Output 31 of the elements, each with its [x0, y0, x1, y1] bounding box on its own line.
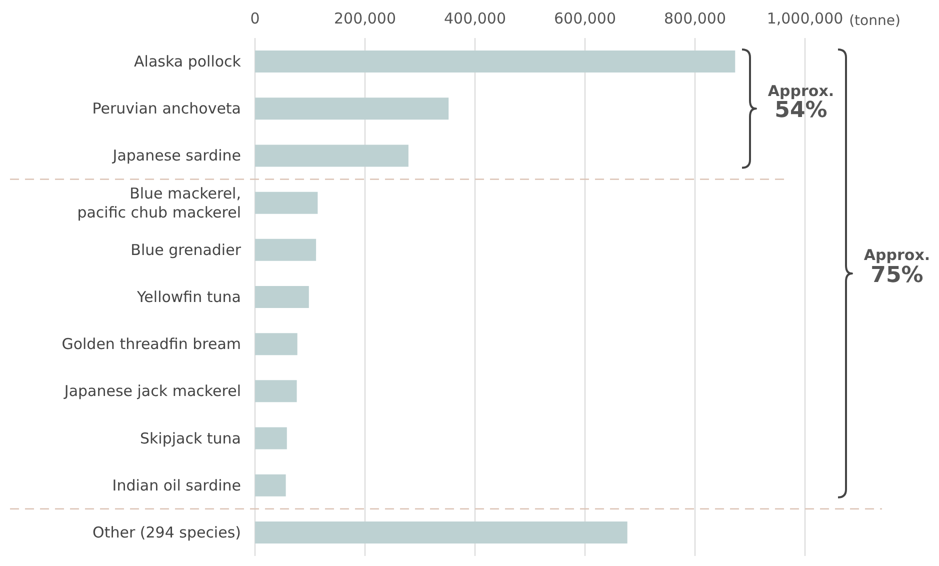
- bar: [255, 474, 286, 496]
- y-tick-label: Blue grenadier: [130, 240, 242, 259]
- bar: [255, 427, 287, 450]
- y-tick-label: Blue mackerel, pacific chub mackerel: [77, 184, 241, 222]
- x-tick-label: 600,000: [554, 10, 616, 28]
- annotation: Approx. 54%: [766, 82, 836, 124]
- bar: [255, 192, 318, 214]
- y-tick-label: Japanese jack mackerel: [63, 382, 241, 400]
- text: Approx. 75%: [862, 246, 932, 288]
- x-tick-label: 800,000: [664, 10, 726, 28]
- y-tick-label: Yellowfin tuna: [136, 288, 241, 306]
- bar: [255, 286, 309, 308]
- bar: [255, 238, 316, 261]
- bar: [255, 144, 408, 167]
- x-axis-title: (tonne): [849, 13, 900, 29]
- y-tick-label: Alaska pollock: [134, 52, 242, 71]
- bar: [255, 333, 298, 356]
- x-tick-label: 200,000: [334, 10, 396, 28]
- y-tick-label: Peruvian anchoveta: [92, 100, 241, 118]
- y-tick-label: Skipjack tuna: [140, 429, 241, 448]
- y-tick-label: Japanese sardine: [112, 146, 241, 165]
- x-tick-label: 1,000,000: [766, 10, 844, 28]
- y-tick-label: Other (294 species): [92, 523, 241, 542]
- bar: [255, 98, 449, 120]
- bar: [255, 50, 736, 73]
- x-tick-label: 400,000: [444, 10, 506, 28]
- x-tick-label: 0: [250, 10, 260, 28]
- bar: [255, 380, 297, 402]
- bar: [255, 521, 628, 544]
- y-tick-label: Golden threadfin bream: [62, 335, 241, 354]
- y-tick-label: Indian oil sardine: [112, 476, 241, 494]
